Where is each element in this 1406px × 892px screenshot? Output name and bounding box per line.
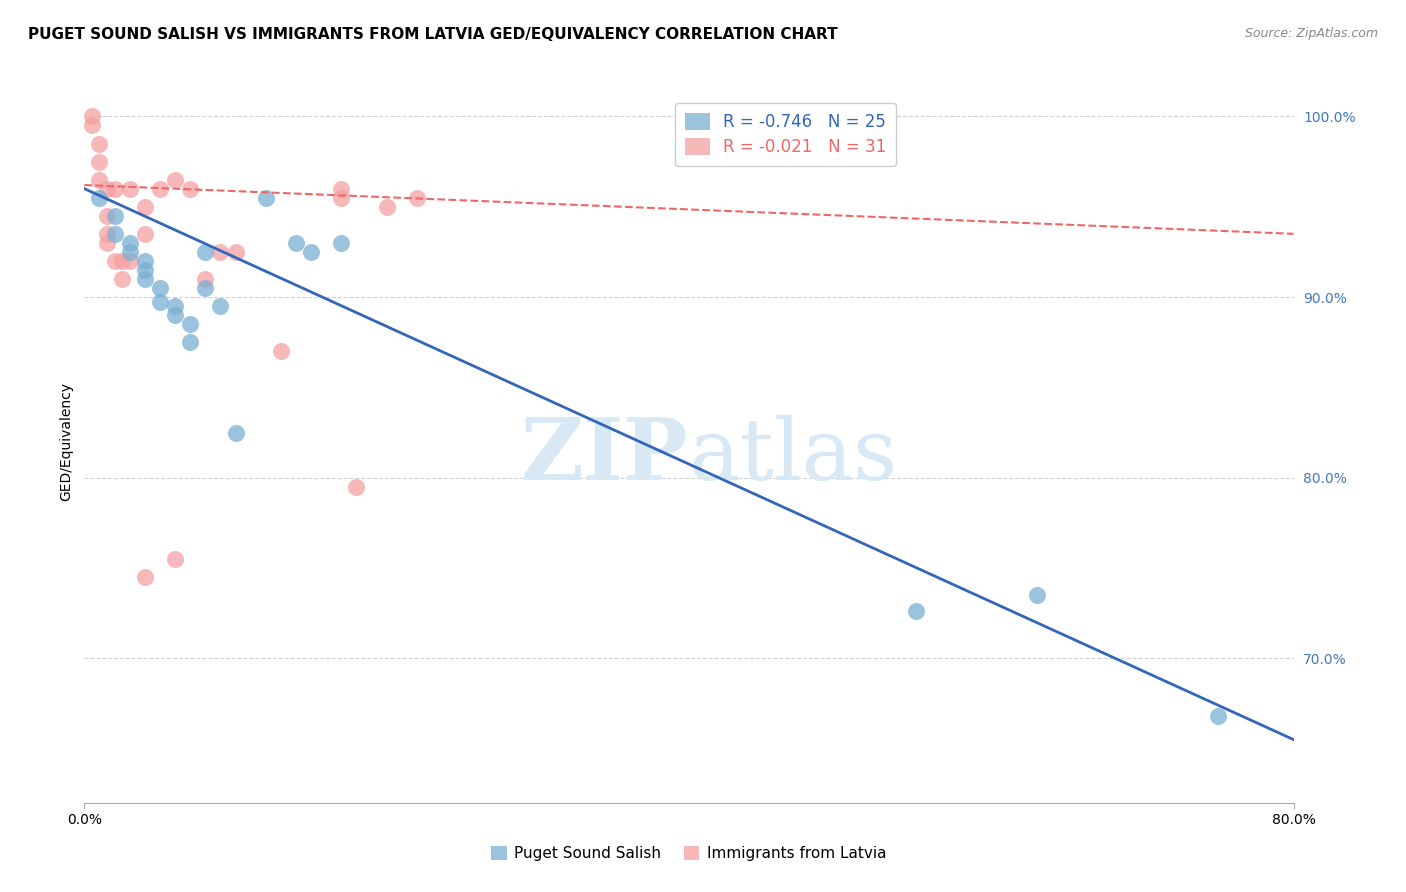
Text: Source: ZipAtlas.com: Source: ZipAtlas.com xyxy=(1244,27,1378,40)
Point xyxy=(134,227,156,241)
Point xyxy=(904,604,927,618)
Point xyxy=(165,299,187,313)
Point xyxy=(406,191,429,205)
Point xyxy=(165,552,187,566)
Point xyxy=(80,119,103,133)
Point xyxy=(209,299,232,313)
Text: ZIP: ZIP xyxy=(522,414,689,498)
Text: atlas: atlas xyxy=(689,415,898,498)
Point xyxy=(111,272,134,286)
Point xyxy=(285,235,308,250)
Point xyxy=(1025,588,1047,602)
Point xyxy=(134,570,156,584)
Point xyxy=(89,172,111,186)
Point xyxy=(104,182,127,196)
Point xyxy=(134,253,156,268)
Point xyxy=(89,136,111,151)
Point xyxy=(104,253,127,268)
Point xyxy=(118,235,141,250)
Point xyxy=(1206,709,1229,723)
Point xyxy=(118,253,141,268)
Point xyxy=(165,308,187,322)
Point xyxy=(299,244,322,259)
Point xyxy=(225,244,247,259)
Point xyxy=(330,182,353,196)
Point xyxy=(270,344,292,359)
Point xyxy=(118,244,141,259)
Point xyxy=(96,182,118,196)
Point xyxy=(194,272,217,286)
Point xyxy=(179,335,201,350)
Point xyxy=(96,235,118,250)
Point xyxy=(330,235,353,250)
Legend: Puget Sound Salish, Immigrants from Latvia: Puget Sound Salish, Immigrants from Latv… xyxy=(485,840,893,867)
Point xyxy=(104,227,127,241)
Point xyxy=(134,263,156,277)
Point xyxy=(194,244,217,259)
Point xyxy=(194,281,217,295)
Point xyxy=(104,209,127,223)
Text: PUGET SOUND SALISH VS IMMIGRANTS FROM LATVIA GED/EQUIVALENCY CORRELATION CHART: PUGET SOUND SALISH VS IMMIGRANTS FROM LA… xyxy=(28,27,838,42)
Point xyxy=(89,154,111,169)
Point xyxy=(375,200,398,214)
Point xyxy=(134,272,156,286)
Point xyxy=(111,253,134,268)
Point xyxy=(96,227,118,241)
Point xyxy=(330,191,353,205)
Point xyxy=(346,480,368,494)
Point xyxy=(80,109,103,123)
Y-axis label: GED/Equivalency: GED/Equivalency xyxy=(59,382,73,501)
Point xyxy=(254,191,277,205)
Point xyxy=(96,209,118,223)
Point xyxy=(118,182,141,196)
Point xyxy=(149,295,172,310)
Point xyxy=(209,244,232,259)
Point xyxy=(149,182,172,196)
Point xyxy=(179,182,201,196)
Point xyxy=(225,425,247,440)
Point xyxy=(89,191,111,205)
Point xyxy=(134,200,156,214)
Point xyxy=(179,317,201,331)
Point xyxy=(165,172,187,186)
Point xyxy=(149,281,172,295)
